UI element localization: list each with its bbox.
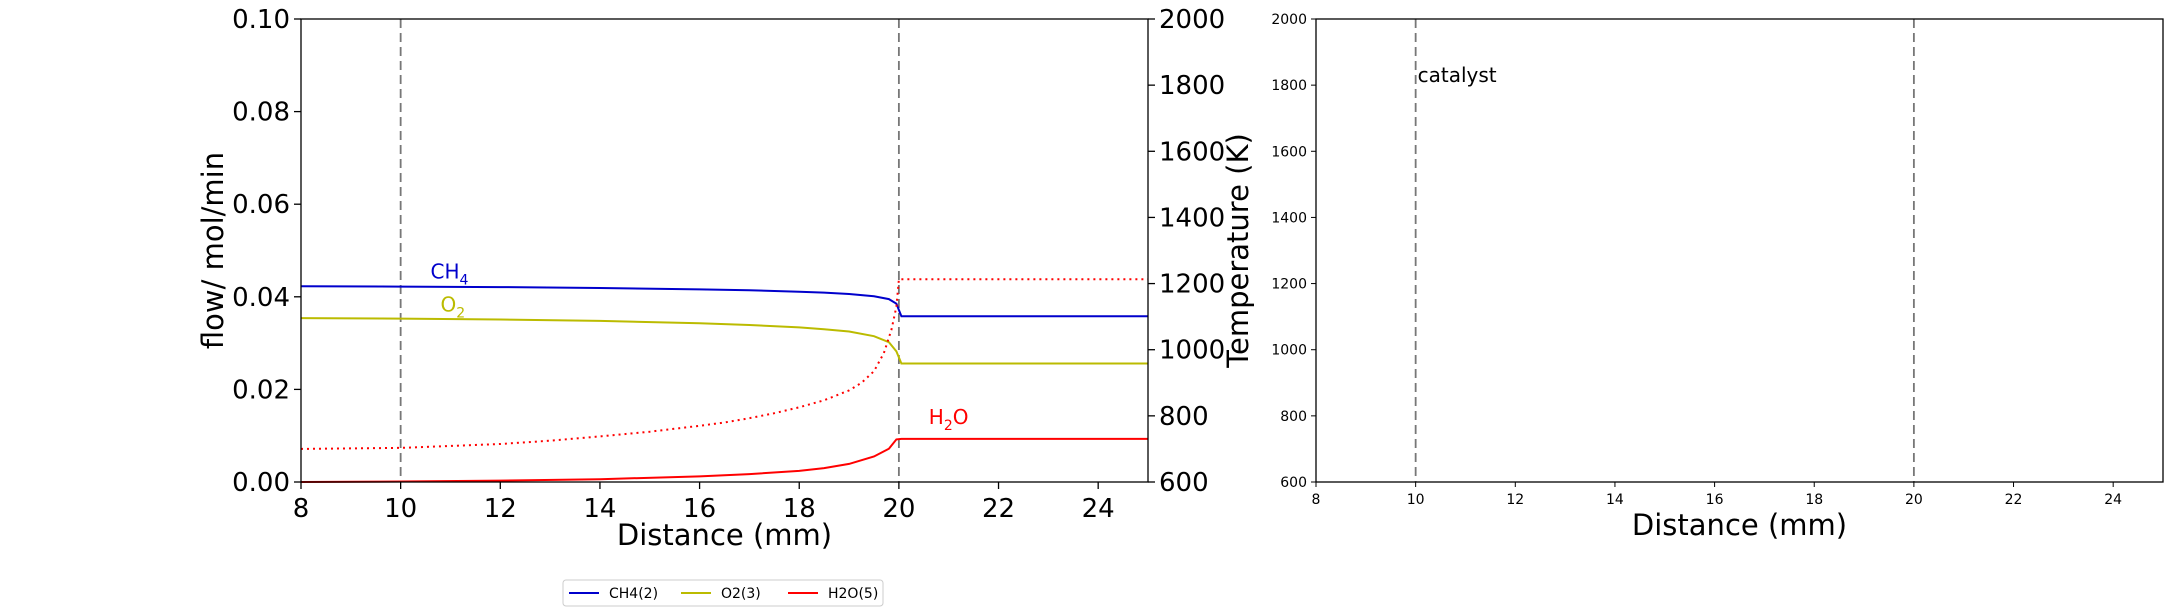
right-chart-x-tick-label: 20: [1905, 492, 1923, 508]
right-chart-x-tick-label: 8: [1312, 492, 1321, 508]
left-chart-x-tick-label: 20: [882, 494, 915, 524]
right-chart-y-tick-label: 2000: [1271, 12, 1307, 28]
left-chart-y2-axis-label: Temperature (K): [1221, 133, 1255, 369]
left-chart-panel: 8 10 12 14 16 18 20 22 24 0.000.020.040.060.080.…: [196, 5, 1255, 552]
left-chart-y-tick-label: 0.04: [232, 283, 290, 313]
left-chart-y2-tick-label: 1000: [1159, 336, 1225, 366]
right-chart-x-tick-label: 16: [1706, 492, 1724, 508]
right-chart-y-tick-label: 1600: [1271, 144, 1307, 160]
left-chart-x-tick-label: 24: [1082, 494, 1115, 524]
series-line-ch42: [300, 285, 1148, 318]
left-chart-x-tick-label: 18: [783, 494, 816, 524]
legend-label: H2O(5): [828, 586, 878, 602]
left-chart-y-axis-label: flow/ mol/min: [196, 152, 230, 349]
right-chart-frame: [1315, 18, 2164, 483]
left-chart-frame: [300, 18, 1149, 483]
series-line-temperature-dotted: [300, 278, 1148, 450]
left-chart-series-labels: CH4 O2 H2O: [431, 259, 969, 434]
right-chart-vlines: [1414, 19, 1915, 482]
left-chart-y-tick-label: 0.06: [232, 190, 290, 220]
left-chart-y2-tick-label: 800: [1159, 402, 1209, 432]
right-chart-x-tick-label: 14: [1606, 492, 1624, 508]
right-chart-x-ticks: 8 10 12 14 16 18 20 22 24: [1312, 482, 2122, 508]
right-chart-x-tick-label: 18: [1805, 492, 1823, 508]
series-line-h2o5: [300, 437, 1148, 483]
left-chart-x-axis-label: Distance (mm): [617, 518, 832, 552]
left-chart-series: [300, 278, 1148, 483]
left-chart-x-tick-label: 10: [384, 494, 417, 524]
left-chart-x-tick-label: 16: [683, 494, 716, 524]
left-chart-y-ticks: 0.00 0.02 0.04 0.06 0.08 0.10: [232, 5, 301, 498]
legend-label: CH4(2): [609, 586, 658, 602]
series-label-o23: O2: [441, 293, 466, 322]
left-chart-y2-tick-label: 1400: [1159, 203, 1225, 233]
right-chart-x-tick-label: 10: [1407, 492, 1425, 508]
left-chart-y2-ticks: 600 800 1000 1200 1400 1600 1800 2000: [1148, 5, 1225, 498]
left-chart-vlines: [399, 19, 900, 482]
right-chart-y-tick-label: 800: [1280, 409, 1307, 425]
right-chart-y-tick-label: 1200: [1271, 277, 1307, 293]
left-chart-y2-tick-label: 1600: [1159, 137, 1225, 167]
right-chart-panel: 8 10 12 14 16 18 20 22 24 600 800 1000 1200 1400 1600…: [1271, 12, 2164, 542]
left-chart-x-tick-label: 22: [982, 494, 1015, 524]
left-chart-y-tick-label: 0.02: [232, 375, 290, 405]
right-chart-x-tick-label: 12: [1506, 492, 1524, 508]
left-chart-x-tick-label: 14: [583, 494, 616, 524]
right-chart-y-tick-label: 1800: [1271, 78, 1307, 94]
left-chart-x-tick-label: 8: [293, 494, 310, 524]
series-label-h2o5: H2O: [929, 405, 969, 434]
legend: CH4(2) O2(3) H2O(5): [562, 579, 884, 607]
right-chart-x-tick-label: 24: [2104, 492, 2122, 508]
left-chart-y2-tick-label: 2000: [1159, 5, 1225, 35]
catalyst-annotation: catalyst: [1418, 63, 1497, 87]
left-chart-y2-tick-label: 1200: [1159, 270, 1225, 300]
right-chart-x-tick-label: 22: [2005, 492, 2023, 508]
right-chart-y-tick-label: 600: [1280, 475, 1307, 491]
series-line-o23: [300, 317, 1148, 365]
legend-label: O2(3): [721, 586, 761, 602]
left-chart-y-tick-label: 0.08: [232, 98, 290, 128]
right-chart-y-tick-label: 1000: [1271, 343, 1307, 359]
right-chart-x-axis-label: Distance (mm): [1632, 508, 1847, 542]
right-chart-y-tick-label: 1400: [1271, 210, 1307, 226]
legend-box: [562, 579, 884, 607]
left-chart-y-tick-label: 0.10: [232, 5, 290, 35]
left-chart-x-tick-label: 12: [484, 494, 517, 524]
left-chart-y2-tick-label: 1800: [1159, 71, 1225, 101]
left-chart-y2-tick-label: 600: [1159, 468, 1209, 498]
left-chart-x-ticks: 8 10 12 14 16 18 20 22 24: [293, 482, 1115, 524]
right-chart-y-ticks: 600 800 1000 1200 1400 1600 1800 2000: [1271, 12, 1316, 491]
left-chart-y-tick-label: 0.00: [232, 468, 290, 498]
series-label-ch42: CH4: [431, 259, 469, 288]
